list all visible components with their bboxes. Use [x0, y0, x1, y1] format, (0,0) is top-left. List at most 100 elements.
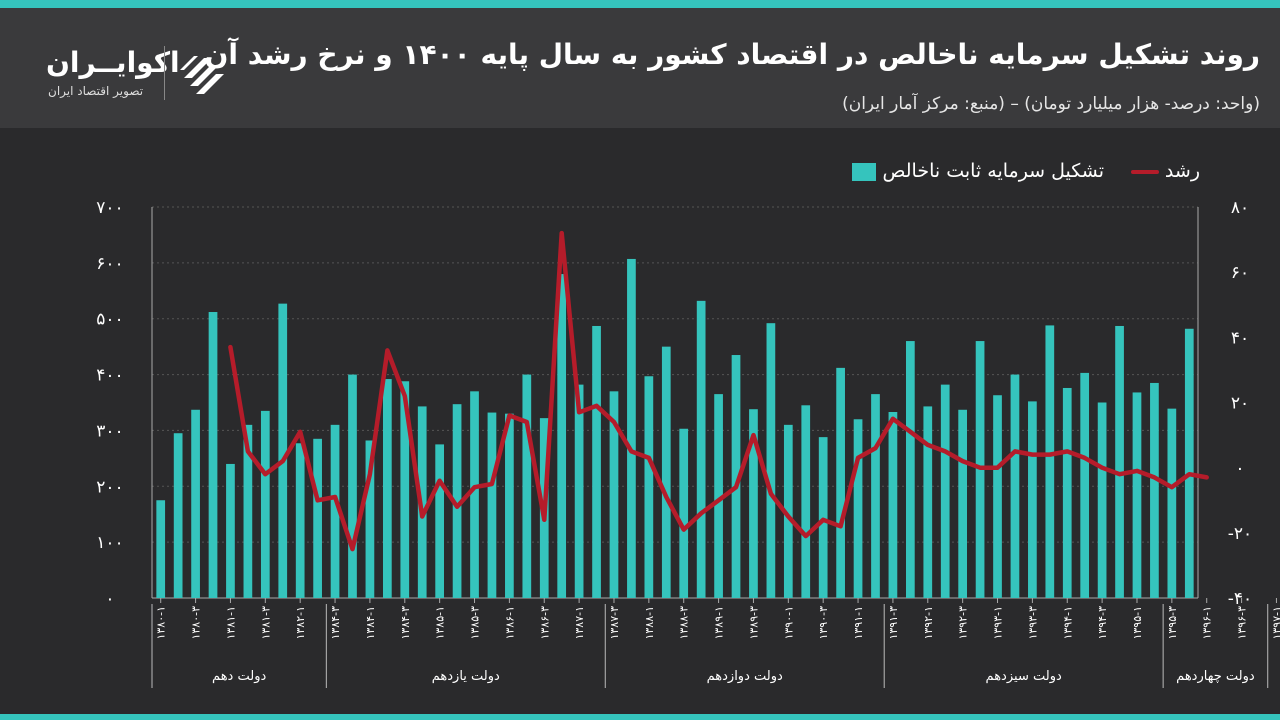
x-tick-label: ۱۳۹۲-۱ [922, 606, 935, 640]
bar [243, 424, 253, 598]
y-left-tick-label: ۴۰۰ [96, 366, 123, 386]
x-tick-label: ۱۳۹۱-۳ [887, 606, 900, 640]
bar [905, 341, 915, 598]
bar [278, 303, 288, 598]
x-tick-label: ۱۳۹۷-۱ [1270, 606, 1280, 640]
legend-growth-label: رشد [1164, 160, 1200, 182]
y-right-tick-label: ۸۰ [1231, 198, 1249, 218]
bar [696, 300, 706, 598]
bar [661, 346, 671, 598]
bar [923, 406, 933, 598]
x-tick-label: ۱۳۸۹-۱ [713, 606, 726, 640]
y-right-tick-label: -۲۰ [1228, 524, 1252, 544]
bar [749, 409, 758, 598]
top-accent-bar [0, 0, 1280, 8]
x-tick-label: ۱۳۸۴-۳ [399, 606, 412, 640]
bottom-accent-bar [0, 714, 1280, 720]
bar [1045, 325, 1055, 598]
x-tick-label: ۱۳۸۶-۱ [503, 606, 516, 640]
y-left-tick-label: ۲۰۰ [96, 477, 123, 497]
bar [574, 384, 584, 598]
legend-item-investment: تشکیل سرمایه ثابت ناخالص [852, 160, 1104, 182]
ecoiran-logo-icon [180, 56, 224, 94]
y-right-tick-label: ۲۰ [1231, 394, 1249, 414]
bar [679, 428, 689, 598]
bar [714, 394, 723, 598]
page-subtitle: (واحد: درصد- هزار میلیارد تومان) – (منبع… [842, 94, 1260, 114]
y-left-tick-label: ۱۰۰ [96, 533, 123, 553]
bar [452, 404, 462, 598]
bar [1028, 401, 1037, 598]
x-tick-label: ۱۳۸۸-۳ [678, 606, 691, 640]
bar [644, 376, 654, 598]
bar [1062, 387, 1072, 598]
bar [1080, 372, 1090, 598]
group-label: دولت دهم [212, 669, 266, 684]
x-tick-label: ۱۳۸۱-۱ [224, 606, 237, 640]
bar [1097, 402, 1107, 598]
group-label: دولت سیزدهم [986, 669, 1062, 684]
y-left-tick-label: ۳۰۰ [96, 421, 123, 441]
bar [853, 419, 863, 598]
bar [557, 274, 567, 598]
y-left-tick-label: ۷۰۰ [96, 198, 123, 218]
x-tick-label: ۱۳۹۴-۱ [1061, 606, 1074, 640]
bar [400, 381, 410, 598]
x-tick-label: ۱۳۸۴-۳ [329, 606, 342, 640]
bar [382, 379, 392, 598]
bar [330, 424, 340, 598]
x-tick-label: ۱۳۸۲-۱ [294, 606, 307, 640]
logo-separator [164, 46, 165, 100]
bar [836, 367, 845, 598]
bar [260, 410, 270, 598]
bar [295, 443, 305, 598]
bar [156, 500, 166, 598]
bar [609, 391, 619, 598]
bar [226, 463, 235, 598]
legend-item-growth: رشد [1130, 160, 1200, 182]
bar [1150, 382, 1159, 598]
bar [435, 444, 445, 598]
bar [470, 391, 479, 598]
x-tick-label: ۱۳۸۵-۳ [469, 606, 482, 640]
x-tick-label: ۱۳۸۱-۳ [259, 606, 272, 640]
x-tick-label: ۱۳۹۳-۳ [1026, 606, 1039, 640]
legend-investment-label: تشکیل سرمایه ثابت ناخالص [882, 160, 1104, 182]
bar [592, 325, 601, 598]
page-title: روند تشکیل سرمایه ناخالص در اقتصاد کشور … [204, 38, 1260, 71]
x-tick-label: ۱۳۸۸-۱ [643, 606, 656, 640]
logo-name: اکوایــران [46, 46, 180, 79]
bar [783, 424, 793, 598]
bar [801, 405, 811, 598]
brand-logo: اکوایــران تصویر اقتصاد ایران [40, 42, 240, 108]
y-right-tick-label: ۶۰ [1231, 263, 1249, 283]
x-tick-label: ۱۳۸۹-۳ [747, 606, 760, 640]
x-tick-label: ۱۳۹۰-۳ [817, 606, 830, 640]
x-tick-label: ۱۳۹۶-۱ [1201, 606, 1214, 640]
x-tick-label: ۱۳۸۷-۳ [608, 606, 621, 640]
x-tick-label: ۱۳۸۴-۱ [364, 606, 377, 640]
x-tick-label: ۱۳۹۲-۳ [957, 606, 970, 640]
x-tick-label: ۱۳۹۵-۳ [1166, 606, 1179, 640]
bar [208, 312, 218, 598]
growth-line [228, 230, 1209, 552]
header: روند تشکیل سرمایه ناخالص در اقتصاد کشور … [0, 8, 1280, 128]
bar [766, 323, 776, 598]
bar [365, 440, 375, 598]
bar [940, 384, 950, 598]
bar [505, 413, 514, 598]
bar [348, 374, 357, 598]
logo-tagline: تصویر اقتصاد ایران [48, 84, 144, 98]
y-left-tick-label: ۰ [105, 589, 114, 609]
bar [313, 438, 322, 598]
x-tick-label: ۱۳۸۶-۳ [538, 606, 551, 640]
bar [522, 374, 532, 598]
y-right-tick-label: -۴۰ [1228, 589, 1252, 609]
group-label: دولت دوازدهم [707, 669, 783, 684]
bar [487, 412, 497, 598]
y-right-tick-label: ۰ [1235, 459, 1244, 479]
x-tick-label: ۱۳۹۴-۳ [1096, 606, 1109, 640]
bar [871, 394, 880, 598]
x-tick-label: ۱۳۸۰-۳ [190, 606, 203, 640]
